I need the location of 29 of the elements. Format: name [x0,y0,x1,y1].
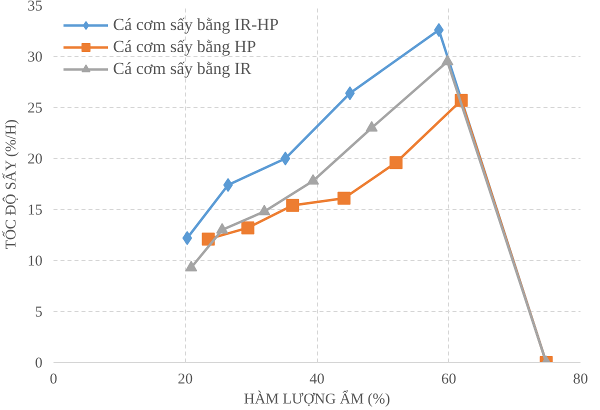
x-tick-label: 20 [178,372,193,388]
point [182,231,192,246]
y-tick-label: 5 [35,304,42,320]
point [366,121,378,132]
point [390,156,403,170]
point [286,198,300,212]
y-tick-label: 15 [28,202,42,218]
y-tick-label: 10 [28,254,42,270]
point [280,152,290,166]
x-tick-label: 60 [441,372,456,388]
point [185,260,198,272]
point [216,223,228,234]
y-axis-title: TỐC ĐỘ SẤY (%/H) [2,119,20,250]
point [258,204,270,216]
y-tick-label: 20 [28,152,42,168]
legend-label: Cá cơm sấy bằng HP [113,37,256,57]
y-tick-label: 35 [28,0,42,14]
point [241,221,254,234]
y-tick-label: 25 [28,100,42,116]
legend-label: Cá cơm sấy bằng IR [113,59,252,79]
y-tick-label: 0 [35,356,42,372]
point [307,174,320,185]
x-tick-label: 80 [573,372,588,388]
legend-label: Cá cơm sấy bằng IR-HP [113,15,279,35]
x-tick-label: 0 [50,372,58,388]
x-tick-label: 40 [310,372,324,388]
point [338,192,351,205]
x-axis-title: HÀM LƯỢNG ẨM (%) [244,390,390,408]
y-tick-label: 30 [28,50,42,66]
